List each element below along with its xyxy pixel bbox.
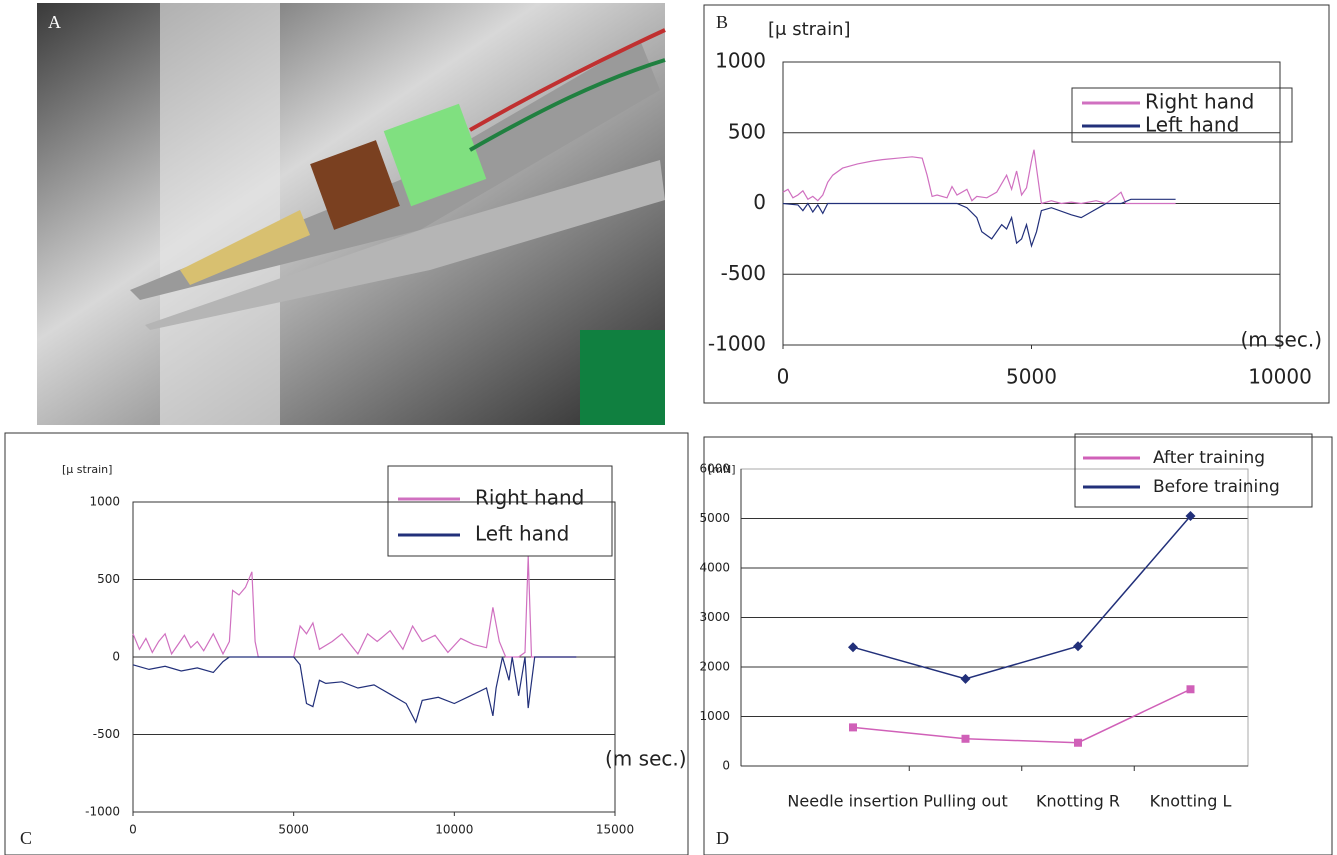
y-tick-label: 2000 <box>699 660 730 674</box>
x-tick-label: Pulling out <box>923 792 1007 811</box>
y-tick-label: -1000 <box>708 332 766 356</box>
panel-frame <box>703 436 1333 855</box>
marker <box>961 734 970 743</box>
sensor <box>310 140 400 230</box>
marker <box>1185 511 1196 522</box>
wire <box>469 58 666 152</box>
gauge <box>180 210 310 285</box>
y-tick-label: 1000 <box>715 49 766 73</box>
marker <box>1186 685 1195 694</box>
wire <box>469 28 666 132</box>
y-tick-label: 4000 <box>699 561 730 575</box>
x-tick-label: 10000 <box>1248 365 1312 389</box>
legend <box>1074 433 1313 508</box>
marker <box>1073 641 1083 652</box>
x-axis-label: (m sec.) <box>605 747 687 771</box>
x-tick-label: Knotting L <box>1150 792 1232 811</box>
x-tick-label: 5000 <box>278 823 309 837</box>
legend <box>1071 87 1293 143</box>
panel-label: B <box>716 12 728 32</box>
tweezer-lower <box>145 160 665 330</box>
panel-frame <box>4 432 689 855</box>
legend-label: Left hand <box>475 522 569 546</box>
y-tick-label: 5000 <box>699 511 730 525</box>
marker <box>960 673 971 684</box>
y-tick-label: -500 <box>93 727 120 741</box>
series-line <box>852 688 1191 744</box>
y-tick-label: 0 <box>753 190 766 214</box>
marker <box>1074 738 1082 747</box>
y-tick-label: 6000 <box>699 462 730 476</box>
panel-label: C <box>20 828 32 848</box>
legend <box>387 465 613 557</box>
y-tick-label: 500 <box>728 119 766 143</box>
legend-label: Right hand <box>475 486 584 510</box>
x-tick-label: 0 <box>777 365 790 389</box>
y-axis-label: [mN] <box>708 463 736 476</box>
panel-frame <box>703 4 1330 404</box>
x-axis-label: (m sec.) <box>1240 328 1322 352</box>
legend-label: Before training <box>1153 477 1280 497</box>
y-tick-label: -1000 <box>85 805 120 819</box>
y-tick-label: -500 <box>721 261 766 285</box>
photo-wall <box>160 3 280 425</box>
y-tick-label: 0 <box>722 759 730 773</box>
series-line <box>782 149 1176 205</box>
photo-object <box>580 330 665 425</box>
legend-label: Right hand <box>1145 90 1254 114</box>
x-tick-label: Knotting R <box>1036 792 1120 811</box>
y-tick-label: 1000 <box>699 709 730 723</box>
series-line <box>852 515 1192 680</box>
x-tick-label: 5000 <box>1006 365 1057 389</box>
series-line <box>132 656 577 724</box>
y-tick-label: 3000 <box>699 610 730 624</box>
y-tick-label: 0 <box>112 650 120 664</box>
x-tick-label: 0 <box>129 823 137 837</box>
x-tick-label: Needle insertion <box>787 792 918 811</box>
tape <box>383 103 487 207</box>
marker <box>849 723 857 732</box>
x-tick-label: 15000 <box>596 823 634 837</box>
y-axis-label: [μ strain] <box>768 19 851 40</box>
panel-label: A <box>48 12 61 32</box>
x-tick-label: 10000 <box>435 823 473 837</box>
legend-label: After training <box>1153 448 1265 468</box>
y-tick-label: 500 <box>97 572 120 586</box>
marker <box>848 642 858 653</box>
panel-label: D <box>716 828 729 848</box>
legend-label: Left hand <box>1145 113 1239 137</box>
y-tick-label: 1000 <box>89 495 120 509</box>
series-line <box>132 556 577 658</box>
photo-panel: A <box>37 3 666 425</box>
series-line <box>782 198 1176 249</box>
y-axis-label: [μ strain] <box>62 463 112 476</box>
